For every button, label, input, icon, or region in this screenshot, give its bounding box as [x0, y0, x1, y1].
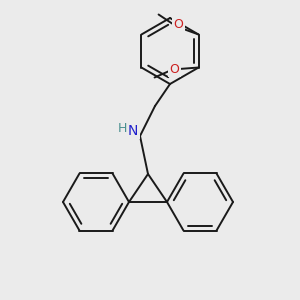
Text: O: O	[174, 18, 184, 31]
Text: O: O	[169, 63, 179, 76]
Text: H: H	[117, 122, 127, 134]
Text: N: N	[128, 124, 138, 138]
